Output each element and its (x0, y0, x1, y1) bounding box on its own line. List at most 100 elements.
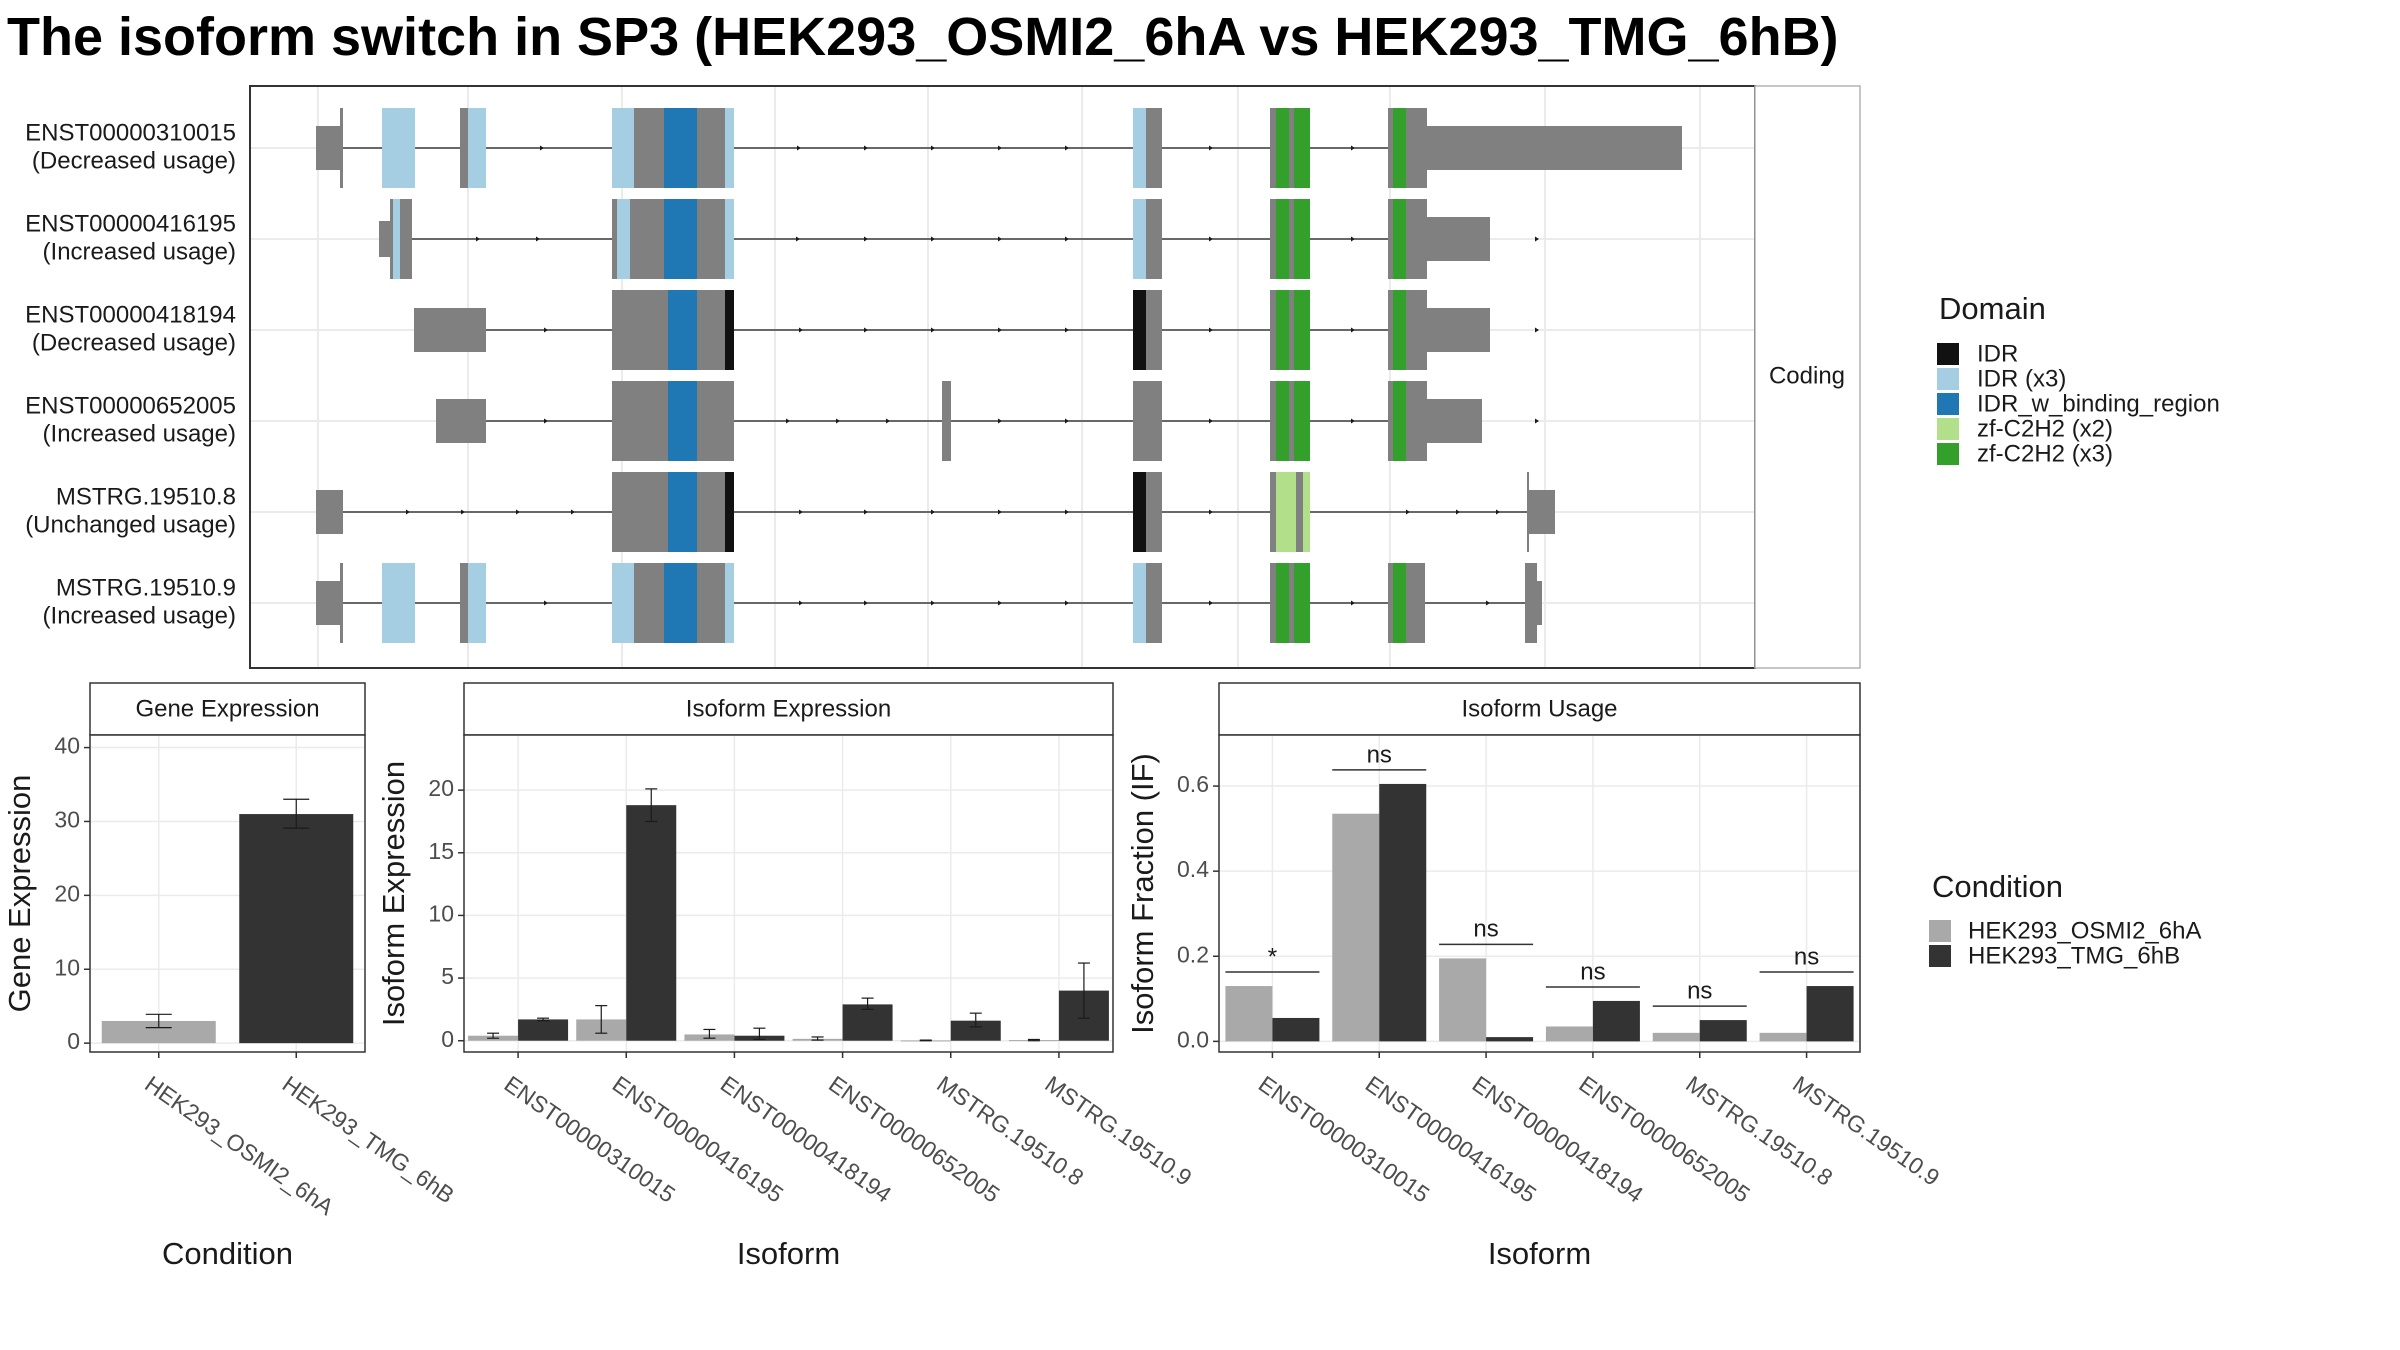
intron-arrow (886, 418, 890, 424)
exon-block (1527, 472, 1529, 552)
domain-block-zf_C2H2_x3 (1393, 290, 1406, 370)
domain-legend-key (1937, 443, 1959, 465)
intron-arrow (864, 327, 868, 333)
transcript-usage-label: (Unchanged usage) (25, 511, 236, 538)
intron-arrow (864, 509, 868, 515)
facet-strip (1754, 85, 1861, 669)
y-tick-label: 0 (67, 1028, 80, 1054)
intron-arrow (836, 418, 840, 424)
intron-arrow (864, 145, 868, 151)
condition-legend-key (1929, 920, 1951, 942)
intron-arrow (1209, 236, 1213, 242)
y-tick-label: 0.2 (1177, 941, 1209, 967)
intron-arrow (796, 236, 800, 242)
intron-arrow (1065, 236, 1069, 242)
exon-block (1427, 399, 1482, 443)
transcript-id-label: MSTRG.19510.8 (56, 483, 236, 510)
exon-block (460, 563, 463, 643)
intron-arrow (544, 327, 548, 333)
domain-legend-key (1937, 368, 1959, 390)
transcript-usage-label: (Increased usage) (43, 602, 236, 629)
domain-block-IDR_x3 (382, 563, 415, 643)
bar (1332, 813, 1380, 1042)
domain-block-zf_C2H2_x3 (1393, 199, 1406, 279)
domain-block-IDR_x3 (382, 108, 415, 188)
panel-border (463, 734, 1114, 1053)
x-axis-title: Condition (162, 1236, 293, 1271)
intron-arrow (998, 509, 1002, 515)
significance-label: * (1268, 943, 1277, 970)
bar (1439, 958, 1487, 1042)
intron-arrow (1496, 509, 1500, 515)
x-tick-label: ENST00000418194 (1468, 1071, 1649, 1208)
transcript-usage-label: (Decreased usage) (32, 147, 236, 174)
domain-block-zf_C2H2_x3 (1276, 199, 1289, 279)
transcript-usage-label: (Decreased usage) (32, 329, 236, 356)
exon-block (1146, 472, 1162, 552)
intron-arrow (536, 236, 540, 242)
domain-block-IDR_w_binding_region (664, 563, 697, 643)
figure-title: The isoform switch in SP3 (HEK293_OSMI2_… (7, 7, 1839, 67)
structure-panel-border (249, 85, 1756, 669)
y-tick-label: 20 (428, 775, 454, 801)
intron-arrow (1209, 145, 1213, 151)
y-axis-title: Isoform Expression (376, 761, 411, 1026)
exon-block (463, 108, 468, 188)
domain-block-IDR_x3 (725, 199, 734, 279)
bar (1806, 986, 1854, 1042)
condition-legend-title: Condition (1932, 869, 2063, 904)
intron-arrow (799, 509, 803, 515)
intron-arrow (799, 327, 803, 333)
bar (239, 814, 354, 1044)
intron-arrow (1209, 600, 1213, 606)
intron-arrow (544, 600, 548, 606)
bar (1545, 1026, 1593, 1042)
transcript-id-label: ENST00000418194 (25, 301, 236, 328)
domain-legend-label: zf-C2H2 (x3) (1977, 440, 2113, 467)
exon-block (316, 581, 343, 625)
exon-block (340, 108, 343, 188)
domain-block-zf_C2H2_x2 (1287, 472, 1296, 552)
intron-arrow (998, 145, 1002, 151)
significance-label: ns (1794, 943, 1819, 970)
exon-block (414, 308, 486, 352)
domain-block-IDR_x3 (612, 563, 634, 643)
intron-arrow (1065, 145, 1069, 151)
bar (1272, 1017, 1320, 1042)
y-axis-title: Gene Expression (2, 775, 37, 1013)
exon-block (340, 563, 343, 643)
intron-arrow (1065, 509, 1069, 515)
intron-arrow (1065, 600, 1069, 606)
exon-block (436, 399, 486, 443)
bar (1379, 783, 1427, 1042)
facet-label-coding: Coding (1769, 362, 1845, 389)
exon-block (697, 290, 725, 370)
domain-block-IDR_w_binding_region (668, 290, 697, 370)
domain-legend-label: IDR_w_binding_region (1977, 390, 2220, 417)
exon-block (379, 221, 390, 257)
bar (1225, 986, 1273, 1042)
transcript-id-label: ENST00000416195 (25, 210, 236, 237)
domain-block-IDR_x3 (1133, 199, 1146, 279)
intron-arrow (476, 236, 480, 242)
transcript-usage-label: (Increased usage) (43, 420, 236, 447)
y-tick-label: 0 (441, 1026, 454, 1052)
significance-label: ns (1367, 741, 1392, 768)
domain-legend-label: IDR (x3) (1977, 365, 2066, 392)
exon-block (1427, 308, 1490, 352)
intron-arrow (1535, 327, 1539, 333)
y-tick-label: 10 (54, 954, 80, 980)
domain-legend-title: Domain (1939, 291, 2046, 326)
exon-block (463, 563, 468, 643)
bar (518, 1019, 569, 1041)
panel-title: Isoform Usage (1461, 695, 1617, 722)
intron-arrow (786, 418, 790, 424)
domain-block-IDR_x3 (468, 108, 486, 188)
x-axis-title: Isoform (1488, 1236, 1591, 1271)
intron-arrow (998, 418, 1002, 424)
exon-block (1146, 290, 1162, 370)
intron-arrow (1065, 327, 1069, 333)
panel-title: Gene Expression (135, 695, 319, 722)
panel-title: Isoform Expression (686, 695, 891, 722)
